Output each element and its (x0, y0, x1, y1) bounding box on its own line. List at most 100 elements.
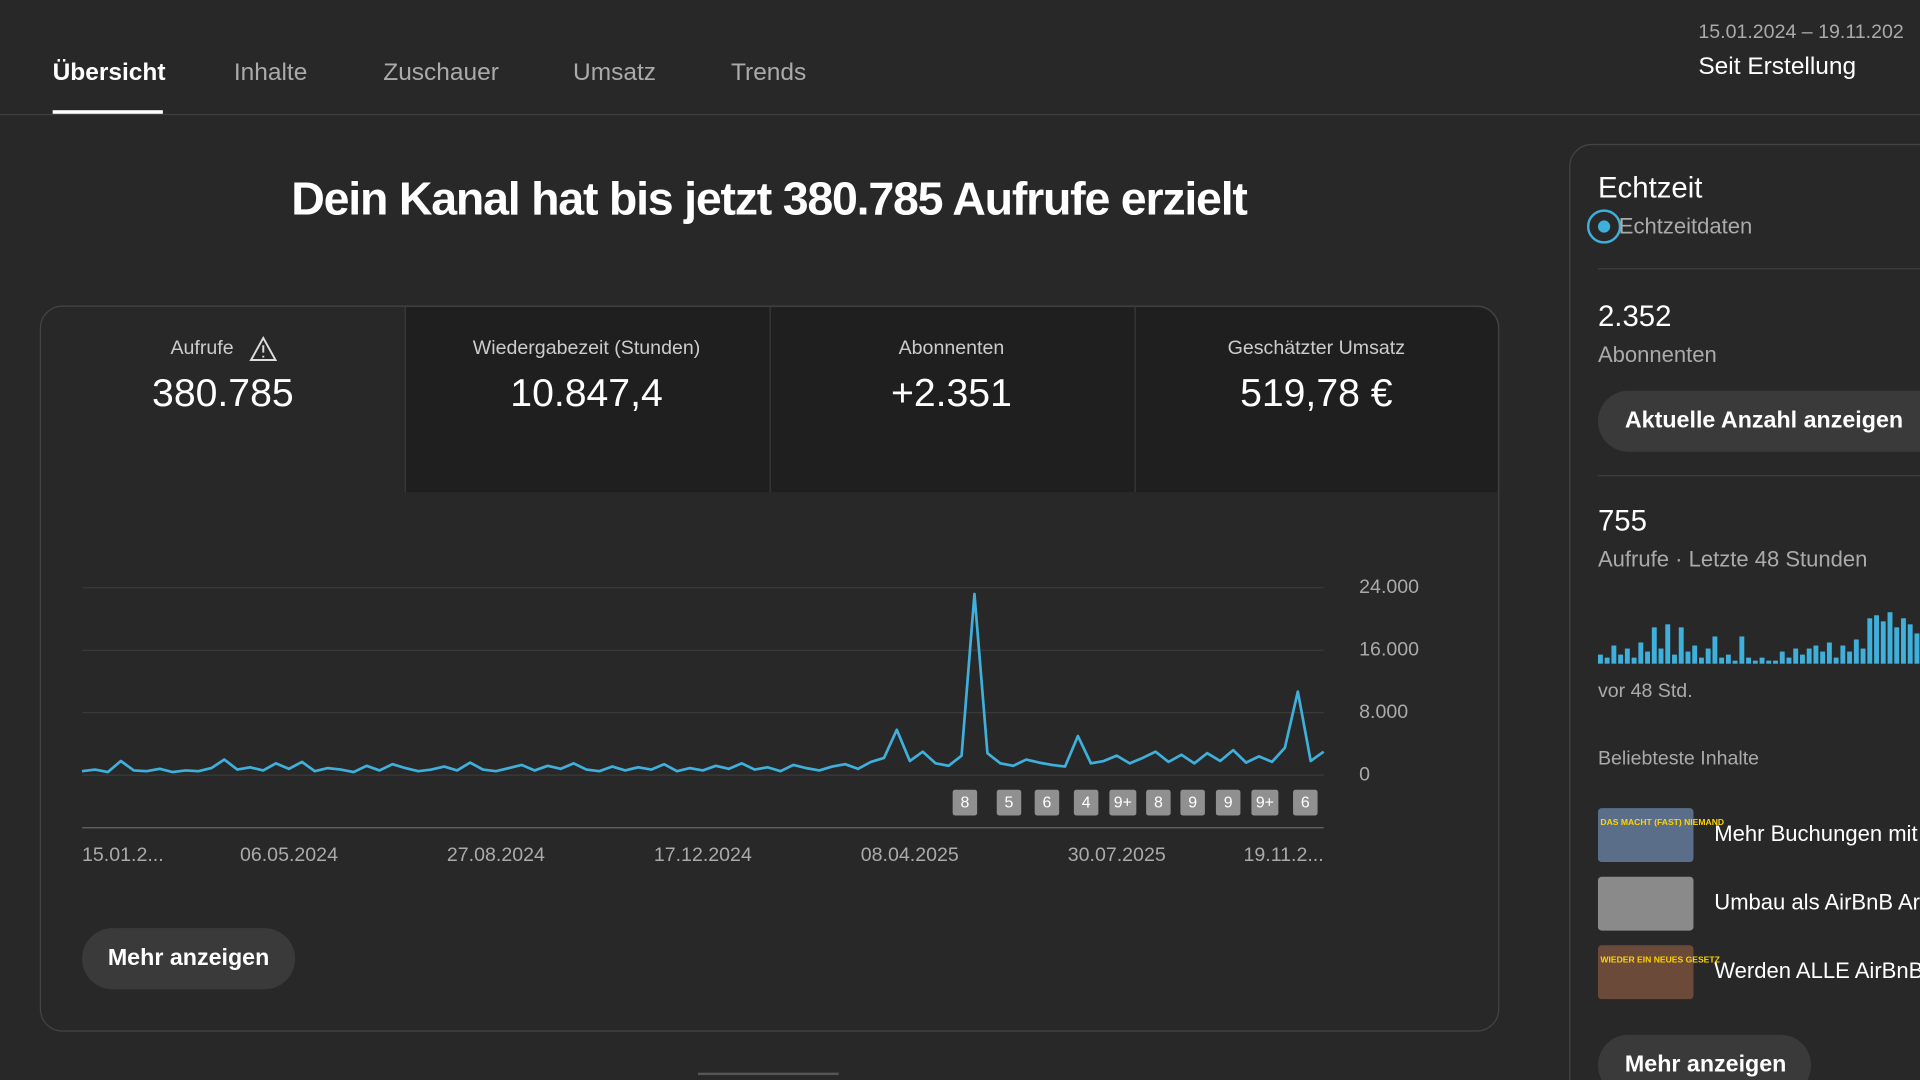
bar (1773, 660, 1778, 664)
annotation-badge[interactable] (1293, 789, 1318, 816)
x-tick-label: 15.01.2... (82, 844, 164, 866)
bar (1692, 645, 1698, 664)
bar (1665, 624, 1671, 664)
tab[interactable]: Umsatz (573, 59, 656, 86)
metric[interactable]: Abonnenten +2.351 (891, 337, 1012, 415)
bar (1631, 657, 1637, 664)
bar (1826, 642, 1832, 664)
button[interactable] (82, 928, 296, 990)
tab[interactable]: Inhalte (234, 59, 307, 86)
content-title[interactable]: Mehr Buchungen mit (1714, 821, 1917, 846)
bar (1813, 645, 1819, 664)
bar (1698, 657, 1704, 664)
realtime-card (1569, 143, 1920, 1080)
bar (1712, 636, 1718, 664)
metric[interactable]: Aufrufe 380.785 (152, 335, 294, 415)
bar (1887, 612, 1893, 664)
bar (1658, 648, 1664, 664)
bar (1732, 660, 1738, 664)
bar (1618, 654, 1624, 664)
y-tick-label: 8.000 (1359, 701, 1408, 723)
realtime-title: Echtzeit (1598, 172, 1703, 205)
bar (1847, 651, 1853, 664)
button[interactable] (1597, 1034, 1812, 1080)
bar (1853, 639, 1859, 664)
bar (1880, 621, 1886, 664)
annotation-label: 9 (1224, 794, 1233, 811)
thumbnail[interactable] (1597, 945, 1694, 1000)
period[interactable]: Seit Erstellung (1698, 53, 1856, 80)
button[interactable] (1597, 390, 1920, 452)
headline: Dein Kanal hat bis jetzt 380.785 Aufrufe… (291, 172, 1247, 224)
bar (1685, 651, 1691, 664)
metric-label: Wiedergabezeit (Stunden) (473, 337, 700, 359)
annotation-badge[interactable] (1109, 789, 1137, 816)
annotation-badge[interactable] (1073, 789, 1099, 816)
subscriber-label: Abonnenten (1598, 342, 1717, 367)
y-tick-label: 0 (1359, 763, 1370, 785)
thumbnail[interactable] (1597, 876, 1694, 931)
line-series (81, 592, 1325, 774)
bar (1840, 645, 1846, 664)
bar (1746, 657, 1752, 664)
x-tick-label: 30.07.2025 (1068, 844, 1166, 866)
button-label: Mehr anzeigen (1625, 1050, 1786, 1076)
thumbnail[interactable] (1597, 808, 1694, 863)
divider (0, 113, 1920, 116)
live-label: Echtzeitdaten (1619, 214, 1753, 239)
metric[interactable]: Wiedergabezeit (Stunden) 10.847,4 (473, 337, 700, 415)
x-tick-label: 08.04.2025 (861, 844, 959, 866)
bar (1611, 645, 1617, 664)
thumbnail-text: WIEDER EIN NEUES GESETZ (1600, 954, 1719, 964)
annotation-badge[interactable] (952, 789, 978, 816)
annotation-badge[interactable] (1251, 789, 1279, 816)
bar (1678, 627, 1684, 664)
bar (1786, 657, 1792, 664)
bar (1867, 618, 1873, 664)
divider (1597, 475, 1920, 477)
x-tick-label: 19.11.2... (1243, 844, 1323, 866)
annotation-badge[interactable] (996, 789, 1022, 816)
annotation-label: 5 (1005, 794, 1014, 811)
annotation-badge[interactable] (1034, 789, 1060, 816)
bar (1725, 654, 1731, 664)
bar (1833, 657, 1839, 664)
bar (1604, 657, 1610, 664)
bars-label: vor 48 Std. (1598, 680, 1693, 702)
content-title[interactable]: Werden ALLE AirBnB (1714, 958, 1920, 983)
annotation-badge[interactable] (1215, 789, 1241, 816)
bar (1752, 660, 1758, 664)
annotation-badge[interactable] (1146, 789, 1171, 816)
bar (1894, 627, 1900, 664)
bar (1874, 615, 1879, 664)
tab[interactable]: Übersicht (53, 59, 166, 86)
annotation-label: 4 (1082, 794, 1091, 811)
button-label: Aktuelle Anzahl anzeigen (1625, 406, 1903, 432)
bar (1800, 654, 1805, 664)
divider (1597, 268, 1920, 270)
content-title[interactable]: Umbau als AirBnB Ar (1714, 890, 1920, 915)
annotation-label: 9+ (1114, 794, 1132, 811)
metric-value: +2.351 (891, 372, 1012, 415)
bar (1820, 651, 1826, 664)
tab[interactable]: Zuschauer (383, 59, 499, 86)
y-tick-label: 24.000 (1359, 576, 1419, 598)
section-title: Beliebteste Inhalte (1598, 747, 1759, 769)
annotation-label: 6 (1301, 794, 1310, 811)
thumbnail-text: DAS MACHT (FAST) NIEMAND (1600, 817, 1724, 827)
metric-value: 519,78 € (1240, 372, 1393, 415)
annotation-label: 8 (960, 794, 969, 811)
bar (1597, 654, 1603, 664)
bar (1705, 648, 1711, 664)
metric-label: Aufrufe (170, 337, 233, 359)
bar (1719, 657, 1725, 664)
metric[interactable]: Geschätzter Umsatz 519,78 € (1228, 337, 1405, 415)
tab[interactable]: Trends (731, 59, 806, 86)
date-range[interactable]: 15.01.2024 – 19.11.202 (1698, 21, 1903, 43)
annotation-badge[interactable] (1180, 789, 1205, 816)
bar (1739, 636, 1745, 664)
bar (1860, 648, 1866, 664)
